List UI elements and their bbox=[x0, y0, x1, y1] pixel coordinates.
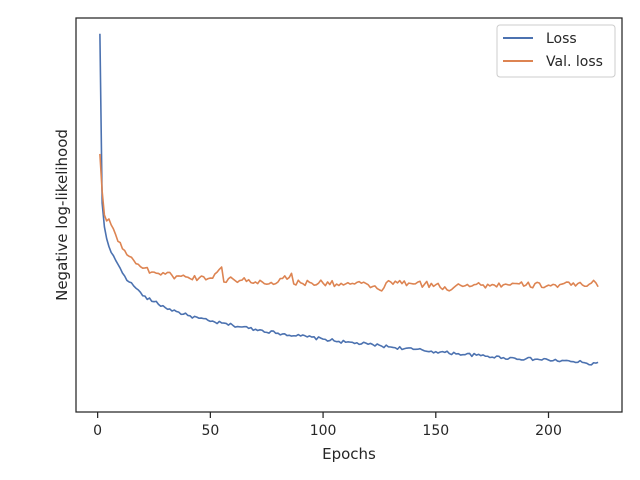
series-lines bbox=[99, 33, 599, 366]
series-line-loss bbox=[99, 33, 599, 366]
series-line-val-loss bbox=[99, 153, 599, 292]
x-tick-label-200: 200 bbox=[535, 423, 562, 439]
legend-label-loss: Loss bbox=[546, 31, 577, 47]
plot-area bbox=[75, 17, 623, 413]
x-tick-label-0: 0 bbox=[93, 423, 102, 439]
x-tick-label-150: 150 bbox=[422, 423, 449, 439]
y-axis-label: Negative log-likelihood bbox=[53, 129, 71, 301]
x-tick-label-50: 50 bbox=[201, 423, 219, 439]
x-axis: 0 50 100 150 200 bbox=[93, 412, 562, 439]
legend: Loss Val. loss bbox=[496, 24, 616, 78]
x-axis-label: Epochs bbox=[322, 445, 376, 463]
legend-label-val-loss: Val. loss bbox=[546, 54, 603, 70]
axes-frame bbox=[75, 17, 623, 413]
x-tick-label-100: 100 bbox=[310, 423, 337, 439]
